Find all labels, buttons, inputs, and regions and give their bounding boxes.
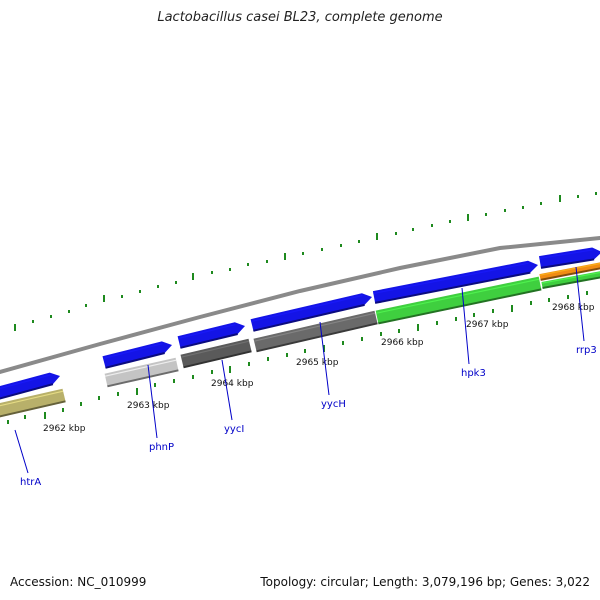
gene-leader-line <box>221 359 233 421</box>
kbp-label: 2966 kbp <box>381 338 424 348</box>
gene-label: yycI <box>224 424 244 435</box>
gene-leader-line <box>575 266 585 342</box>
kbp-label: 2963 kbp <box>127 401 170 411</box>
accession-label: Accession: NC_010999 <box>10 575 147 589</box>
backbone-line <box>0 236 600 374</box>
gene-leader-line <box>319 321 330 396</box>
gene-arrow-forward <box>372 260 538 304</box>
kbp-label: 2967 kbp <box>466 320 509 330</box>
feature-band <box>180 338 252 369</box>
topology-label: Topology: circular; Length: 3,079,196 bp… <box>260 575 590 589</box>
gene-label: hpk3 <box>461 368 486 379</box>
feature-band <box>0 388 66 418</box>
gene-leader-line <box>461 287 470 365</box>
feature-band <box>375 276 542 325</box>
gene-leader-line <box>147 364 158 439</box>
map-title: Lactobacillus casei BL23, complete genom… <box>157 10 443 25</box>
kbp-label: 2965 kbp <box>296 358 339 368</box>
gene-arrow-forward <box>177 322 245 349</box>
gene-label: yycH <box>321 399 346 410</box>
gene-arrow-forward <box>0 372 60 400</box>
feature-band <box>253 310 378 353</box>
gene-label: phnP <box>149 442 174 453</box>
gene-arrow-forward <box>539 247 600 269</box>
gene-label: htrA <box>20 477 41 488</box>
gene-leader-line <box>14 429 29 474</box>
gene-arrow-forward <box>250 293 372 332</box>
feature-band <box>541 271 600 289</box>
kbp-label: 2962 kbp <box>43 424 86 434</box>
kbp-label: 2964 kbp <box>211 379 254 389</box>
gene-label: rrp3 <box>576 345 597 356</box>
feature-band <box>104 357 179 388</box>
kbp-label: 2968 kbp <box>552 303 595 313</box>
feature-band <box>539 262 600 281</box>
gene-arrow-forward <box>102 341 172 369</box>
